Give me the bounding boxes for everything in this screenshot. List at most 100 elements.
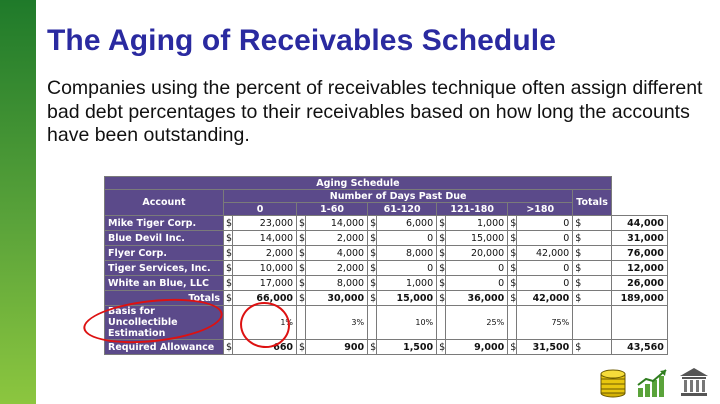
coin-stack-icon (600, 369, 626, 398)
allowance-cell: 1,500 (376, 339, 438, 355)
amount-cell: 2,000 (305, 230, 369, 246)
currency-sign: $ (367, 275, 378, 291)
totals-label: Totals (104, 290, 224, 306)
amount-cell: 4,000 (305, 245, 369, 261)
row-total: 26,000 (610, 275, 668, 291)
aging-schedule-table: Aging Schedule Account Number of Days Pa… (104, 176, 668, 355)
currency-sign: $ (296, 245, 307, 261)
currency-sign: $ (222, 260, 234, 276)
currency-sign: $ (296, 230, 307, 246)
percent-cell: 3% (305, 305, 369, 340)
column-total: 66,000 (232, 290, 298, 306)
row-total: 44,000 (610, 215, 668, 231)
grand-total: 189,000 (610, 290, 668, 306)
currency-sign: $ (572, 245, 612, 261)
table-row: Tiger Services, Inc. $ 10,000 $ 2,000 $ … (104, 260, 668, 276)
currency-sign: $ (507, 290, 518, 306)
currency-sign: $ (436, 275, 447, 291)
amount-cell: 15,000 (445, 230, 509, 246)
currency-sign: $ (572, 339, 612, 355)
amount-cell: 23,000 (232, 215, 298, 231)
totals-header: Totals (572, 189, 612, 216)
table-row: Mike Tiger Corp. $ 23,000 $ 14,000 $ 6,0… (104, 215, 668, 231)
table-row: Blue Devil Inc. $ 14,000 $ 2,000 $ 0 $ 1… (104, 230, 668, 246)
currency-sign: $ (367, 245, 378, 261)
amount-cell: 1,000 (376, 275, 438, 291)
currency-sign: $ (367, 290, 378, 306)
amount-cell: 42,000 (516, 245, 574, 261)
currency-sign: $ (222, 339, 234, 355)
allowance-cell: 31,500 (516, 339, 574, 355)
allowance-label: Required Allowance (104, 339, 224, 355)
amount-cell: 0 (516, 215, 574, 231)
amount-cell: 17,000 (232, 275, 298, 291)
column-header: 0 (222, 202, 298, 216)
bank-icon (680, 368, 708, 396)
currency-sign: $ (367, 260, 378, 276)
currency-sign: $ (296, 339, 307, 355)
amount-cell: 6,000 (376, 215, 438, 231)
amount-cell: 8,000 (305, 275, 369, 291)
column-total: 42,000 (516, 290, 574, 306)
account-name: Flyer Corp. (104, 245, 224, 261)
currency-sign: $ (572, 275, 612, 291)
basis-label: Basis for Uncollectible Estimation (104, 305, 224, 340)
currency-sign: $ (507, 275, 518, 291)
aging-schedule-table-wrapper: Aging Schedule Account Number of Days Pa… (104, 176, 668, 355)
account-name: Mike Tiger Corp. (104, 215, 224, 231)
currency-sign: $ (296, 215, 307, 231)
table-row: Flyer Corp. $ 2,000 $ 4,000 $ 8,000 $ 20… (104, 245, 668, 261)
amount-cell: 0 (516, 275, 574, 291)
slide-title: The Aging of Receivables Schedule (47, 24, 556, 57)
currency-sign: $ (436, 245, 447, 261)
currency-sign: $ (507, 260, 518, 276)
amount-cell: 14,000 (305, 215, 369, 231)
currency-sign: $ (367, 215, 378, 231)
currency-sign: $ (436, 260, 447, 276)
allowance-cell: 9,000 (445, 339, 509, 355)
amount-cell: 0 (445, 275, 509, 291)
column-total: 15,000 (376, 290, 438, 306)
column-total: 30,000 (305, 290, 369, 306)
amount-cell: 14,000 (232, 230, 298, 246)
currency-sign: $ (222, 230, 234, 246)
currency-sign: $ (436, 339, 447, 355)
amount-cell: 0 (516, 230, 574, 246)
amount-cell: 0 (445, 260, 509, 276)
currency-sign: $ (436, 215, 447, 231)
currency-sign: $ (572, 260, 612, 276)
column-header: >180 (507, 202, 574, 216)
amount-cell: 2,000 (232, 245, 298, 261)
allowance-row: Required Allowance $ 660 $ 900 $ 1,500 $… (104, 339, 668, 355)
currency-sign: $ (367, 339, 378, 355)
amount-cell: 0 (376, 260, 438, 276)
amount-cell: 2,000 (305, 260, 369, 276)
column-header: 61-120 (367, 202, 438, 216)
table-row: White an Blue, LLC $ 17,000 $ 8,000 $ 1,… (104, 275, 668, 291)
currency-sign: $ (572, 290, 612, 306)
row-total: 31,000 (610, 230, 668, 246)
currency-sign: $ (507, 230, 518, 246)
row-total: 12,000 (610, 260, 668, 276)
account-name: Blue Devil Inc. (104, 230, 224, 246)
allowance-total: 43,560 (610, 339, 668, 355)
currency-sign: $ (436, 230, 447, 246)
currency-sign: $ (572, 230, 612, 246)
basis-row: Basis for Uncollectible Estimation 1% 3%… (104, 305, 668, 340)
currency-sign: $ (222, 290, 234, 306)
percent-cell: 25% (445, 305, 509, 340)
percent-cell: 1% (232, 305, 298, 340)
currency-sign: $ (222, 215, 234, 231)
column-header: 121-180 (436, 202, 509, 216)
currency-sign: $ (296, 260, 307, 276)
slide-body-text: Companies using the percent of receivabl… (47, 77, 703, 146)
column-total: 36,000 (445, 290, 509, 306)
allowance-cell: 660 (232, 339, 298, 355)
currency-sign: $ (296, 275, 307, 291)
growth-chart-icon (637, 369, 667, 397)
currency-sign: $ (507, 339, 518, 355)
currency-sign: $ (507, 215, 518, 231)
currency-sign: $ (507, 245, 518, 261)
row-total: 76,000 (610, 245, 668, 261)
amount-cell: 20,000 (445, 245, 509, 261)
